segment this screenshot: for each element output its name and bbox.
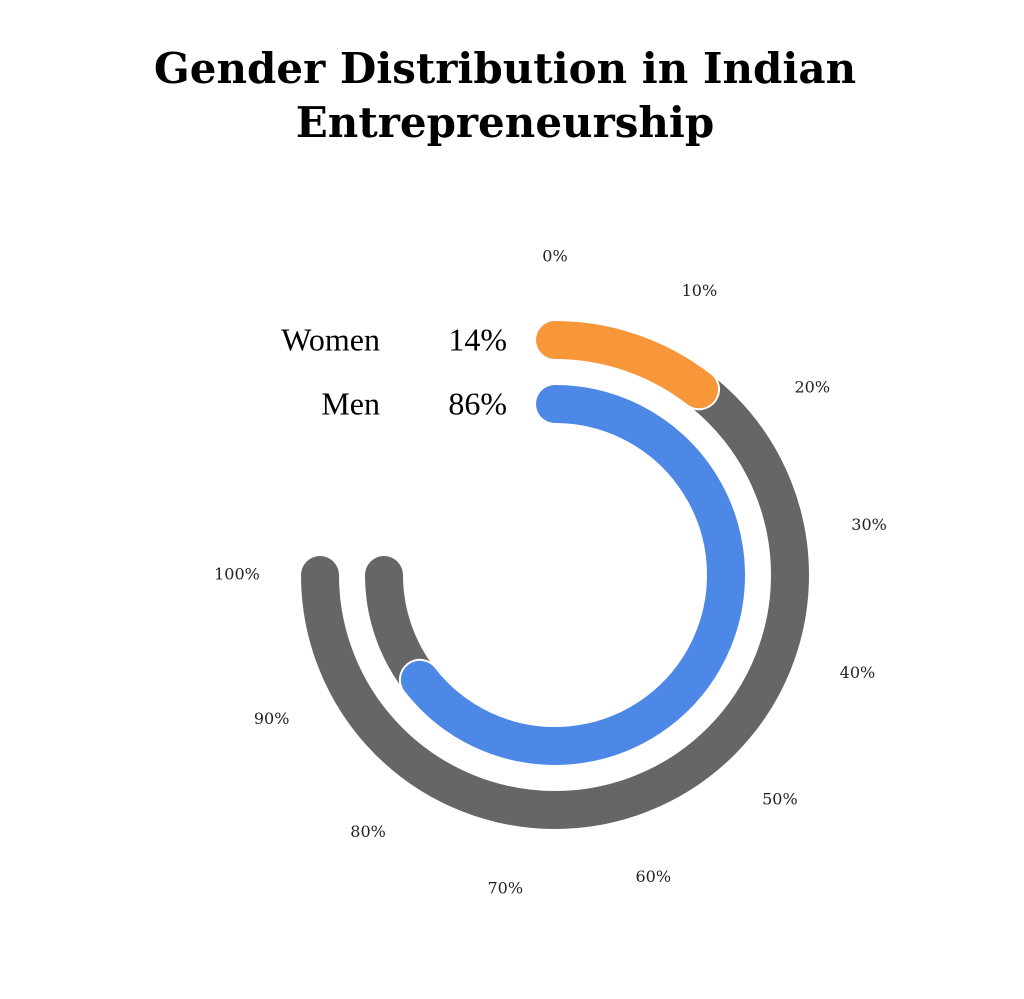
tick-label: 90%	[254, 709, 290, 728]
data-label: 86%	[448, 385, 507, 421]
tick-label: 60%	[635, 867, 671, 886]
data-label: 14%	[448, 321, 507, 357]
tick-label: 20%	[794, 378, 830, 397]
tick-label: 0%	[542, 247, 567, 266]
tick-label: 80%	[350, 822, 386, 841]
legend-label: Men	[321, 385, 380, 421]
bar	[536, 321, 719, 409]
tick-label: 70%	[487, 879, 523, 898]
tick-label: 50%	[762, 789, 798, 808]
track	[301, 321, 809, 829]
tick-label: 40%	[840, 663, 876, 682]
tick-label: 100%	[214, 565, 260, 584]
legend-label: Women	[281, 321, 380, 357]
tick-label: 10%	[682, 281, 718, 300]
bar	[400, 385, 745, 765]
tick-label: 30%	[851, 515, 887, 534]
chart-title: Gender Distribution in Indian Entreprene…	[153, 44, 857, 147]
